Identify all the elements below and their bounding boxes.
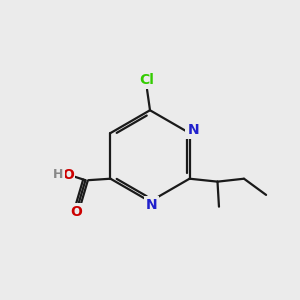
Text: H: H	[53, 168, 63, 182]
Text: N: N	[188, 123, 199, 137]
Text: Cl: Cl	[140, 73, 154, 87]
Text: O: O	[62, 168, 74, 182]
Text: O: O	[71, 205, 82, 219]
Text: N: N	[146, 198, 157, 212]
